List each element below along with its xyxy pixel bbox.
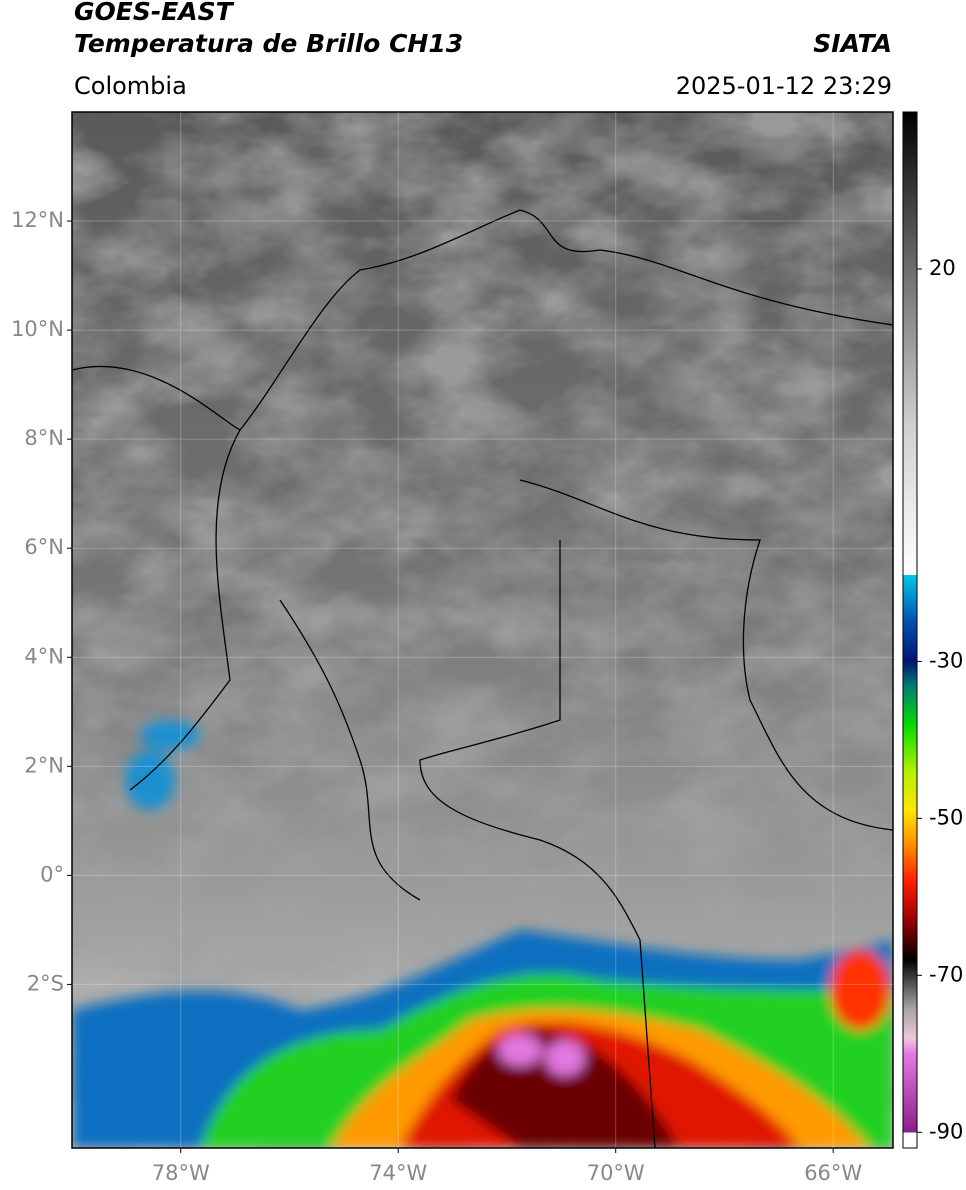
x-tick-label: 74°W [369,1161,427,1185]
y-tick-label: 10°N [11,317,64,341]
region: Colombia [74,72,187,100]
y-tick-label: 12°N [11,208,64,232]
y-tick-label: 2°S [27,971,64,995]
title: GOES-EAST [74,0,235,26]
y-tick-label: 6°N [24,535,64,559]
colorbar-tick-label: -50 [929,805,963,829]
x-tick-label: 70°W [587,1161,645,1185]
x-tick-label: 66°W [804,1161,862,1185]
y-tick-label: 2°N [24,753,64,777]
y-tick-label: 4°N [24,644,64,668]
subtitle: Temperatura de Brillo CH13 [74,29,463,58]
map-frame [71,111,894,1149]
colorbar-tick-label: -30 [929,648,963,672]
colorbar [902,111,918,1149]
satellite-image [72,112,893,1148]
x-tick-label: 78°W [152,1161,210,1185]
timestamp: 2025-01-12 23:29 [676,72,892,100]
source: SIATA [813,29,892,58]
colorbar-tick-label: -90 [929,1119,963,1143]
y-tick-label: 8°N [24,426,64,450]
y-tick-label: 0° [40,862,64,886]
colorbar-tick-label: -70 [929,962,963,986]
colorbar-tick-label: 20 [929,256,956,280]
